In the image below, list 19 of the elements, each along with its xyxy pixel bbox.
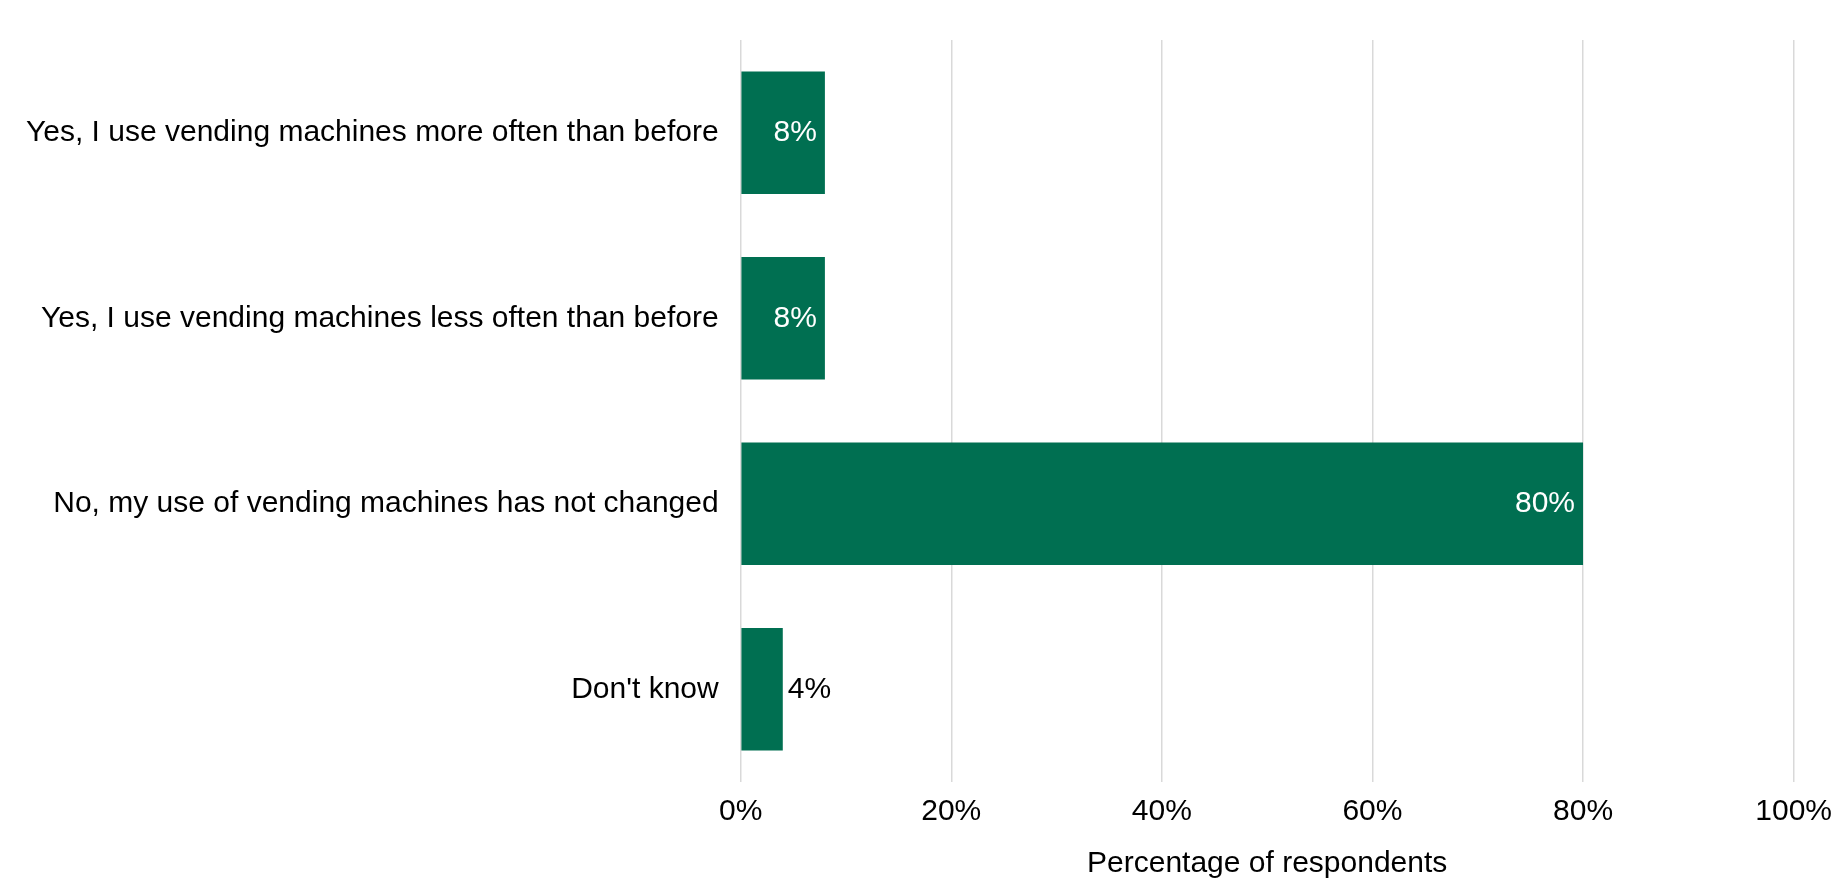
y-tick-label: Yes, I use vending machines more often than before (25, 114, 719, 148)
x-tick-label: 40% (1131, 793, 1192, 827)
data-label: 8% (773, 299, 817, 333)
y-tick-label: Yes, I use vending machines less often than before (40, 299, 719, 333)
bar (741, 628, 783, 751)
x-tick-label: 100% (1755, 793, 1832, 827)
data-label: 80% (1514, 485, 1576, 519)
y-tick-label: Don't know (571, 670, 719, 704)
y-tick-label: No, my use of vending machines has not changed (53, 485, 719, 519)
bar (741, 257, 825, 380)
x-tick-label: 0% (718, 793, 763, 827)
x-tick-label: 60% (1342, 793, 1403, 827)
bar (741, 71, 825, 194)
x-tick-label: 20% (921, 793, 982, 827)
x-axis-title: Percentage of respondents (1087, 845, 1448, 879)
x-tick-label: 80% (1553, 793, 1614, 827)
data-label: 4% (787, 670, 832, 704)
data-label: 8% (773, 114, 817, 148)
bar (741, 442, 1584, 565)
